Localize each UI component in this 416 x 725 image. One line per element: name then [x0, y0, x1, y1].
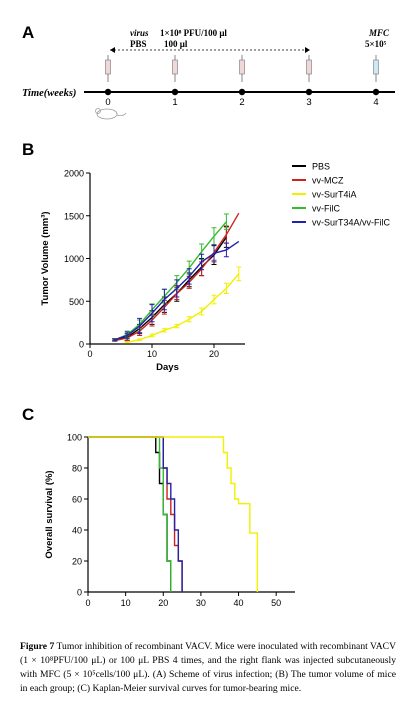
y-tick-label: 80	[72, 464, 82, 474]
legend-entry: vv-MCZ	[312, 176, 344, 186]
series-line	[112, 212, 240, 342]
virus-label: virus	[130, 28, 149, 38]
series-line	[112, 240, 240, 342]
pbs-label: PBS	[130, 39, 147, 49]
series-path	[114, 221, 227, 341]
x-tick-label: 20	[158, 598, 168, 608]
error-bar	[124, 341, 130, 344]
time-axis-label: Time(weeks)	[22, 88, 76, 99]
survival-curve	[88, 436, 172, 592]
timeline-dot	[305, 88, 313, 96]
y-tick-label: 60	[72, 495, 82, 505]
error-bar	[211, 244, 217, 263]
y-axis-title: Overall survival (%)	[44, 470, 55, 558]
mfc-label: MFC	[368, 28, 390, 38]
mfc-dose: 5×10⁵	[365, 39, 387, 49]
error-bar	[174, 279, 180, 298]
y-tick-label: 100	[67, 433, 82, 443]
timeline-dot	[104, 88, 112, 96]
error-bar	[186, 268, 192, 285]
x-axis-title: Days	[156, 362, 179, 373]
mfc-syringe-icon	[373, 55, 379, 82]
error-bar	[199, 253, 205, 271]
y-tick-label: 2000	[64, 169, 84, 179]
error-bar	[223, 213, 229, 230]
x-tick-label: 20	[209, 349, 219, 359]
y-tick-label: 1000	[64, 254, 84, 264]
mouse-icon	[95, 108, 127, 120]
series-line	[112, 213, 229, 342]
error-bar	[149, 304, 155, 323]
error-bar	[137, 338, 143, 342]
survival-curve	[88, 436, 172, 592]
timeline-tick-label: 0	[105, 97, 110, 108]
error-bar	[137, 317, 143, 335]
virus-syringe-icon	[239, 55, 245, 82]
timeline-tick-label: 4	[373, 97, 378, 108]
virus-syringe-icon	[306, 55, 312, 82]
error-bar	[199, 307, 205, 316]
error-bar	[161, 328, 167, 333]
survival-curve	[88, 436, 183, 592]
error-bar	[149, 333, 155, 338]
error-bar	[223, 282, 229, 295]
y-tick-label: 0	[79, 340, 84, 350]
panel-a-label: A	[22, 23, 34, 42]
series-path	[127, 273, 240, 343]
series-line	[124, 266, 242, 344]
error-bar	[223, 242, 229, 258]
timeline-tick-label: 2	[239, 97, 244, 108]
y-axis-title: Tumor Volume (mm³)	[40, 211, 51, 305]
error-bar	[161, 288, 167, 311]
x-tick-label: 10	[121, 598, 131, 608]
caption-text: Tumor inhibition of recombinant VACV. Mi…	[20, 641, 396, 694]
survival-chart: 0 20 40 60 80 100 0 10 20 30 40 50 Overall survival …	[44, 433, 295, 608]
caption-figure-label: Figure 7	[20, 641, 55, 652]
error-bar	[236, 266, 242, 282]
legend-entry: vv-FilC	[312, 204, 340, 214]
error-bar	[124, 331, 130, 340]
x-tick-label: 50	[271, 598, 281, 608]
survival-curve	[88, 436, 183, 592]
x-tick-label: 0	[85, 598, 90, 608]
figure-caption: Figure 7 Tumor inhibition of recombinant…	[20, 640, 396, 696]
error-bar	[112, 338, 118, 342]
error-bar	[211, 227, 217, 246]
y-tick-label: 20	[72, 557, 82, 567]
timeline-tick-label: 1	[172, 97, 177, 108]
timeline-dot	[238, 88, 246, 96]
legend-entry: vv-SurT4iA	[312, 190, 357, 200]
virus-syringe-icon	[172, 55, 178, 82]
x-tick-label: 30	[196, 598, 206, 608]
panel-c-label: C	[22, 405, 34, 424]
y-tick-label: 500	[69, 297, 84, 307]
virus-syringe-icon	[105, 55, 111, 82]
legend-entry: PBS	[312, 162, 330, 172]
error-bar	[174, 323, 180, 329]
y-tick-label: 0	[77, 588, 82, 598]
x-tick-label: 0	[87, 349, 92, 359]
timeline-tick-label: 3	[306, 97, 311, 108]
timeline-dot	[171, 88, 179, 96]
error-bar	[186, 316, 192, 323]
series-line	[112, 226, 229, 342]
figure: A virus 1×10⁸ PFU/100 μl PBS 100 μl MFC …	[22, 23, 395, 608]
x-tick-label: 10	[147, 349, 157, 359]
syringe-group	[105, 55, 379, 82]
timeline-ticks: 0 1 2 3 4	[104, 88, 380, 108]
timeline-dot	[372, 88, 380, 96]
pbs-dose: 100 μl	[164, 39, 188, 49]
x-tick-label: 40	[234, 598, 244, 608]
legend-entry: vv-SurT34A/vv-FilC	[312, 218, 391, 228]
error-bar	[211, 294, 217, 305]
tumor-volume-chart: 0 500 1000 1500 2000 0 10 20 Days Tumor Volume (m…	[40, 162, 391, 374]
virus-dose: 1×10⁸ PFU/100 μl	[160, 28, 227, 38]
y-tick-label: 1500	[64, 211, 84, 221]
panel-b-label: B	[22, 140, 34, 159]
survival-curve	[88, 436, 259, 592]
y-tick-label: 40	[72, 526, 82, 536]
